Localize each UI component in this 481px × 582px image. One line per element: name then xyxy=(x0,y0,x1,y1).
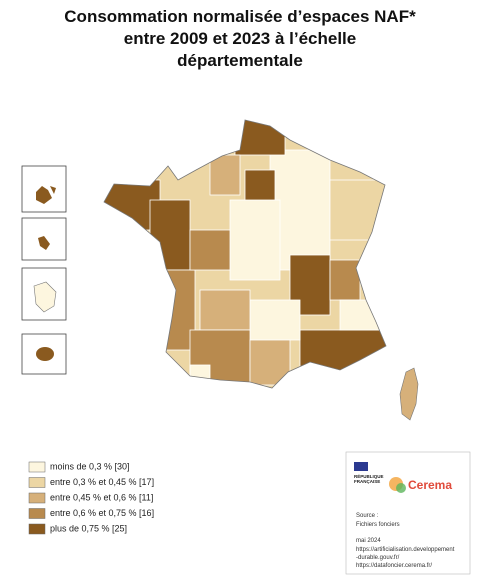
legend-swatch xyxy=(28,477,46,488)
brand-name: Cerema xyxy=(408,478,452,492)
corsica xyxy=(399,367,419,421)
title-line: entre 2009 et 2023 à l’échelle xyxy=(124,29,357,48)
legend-swatch xyxy=(28,523,46,535)
legend-swatch xyxy=(28,508,46,519)
republic-text: FRANÇAISE xyxy=(354,479,380,484)
brand-logo xyxy=(396,483,406,493)
inset-frames xyxy=(21,165,67,375)
legend-label: entre 0,6 % et 0,75 % [16] xyxy=(50,508,154,518)
guyane xyxy=(33,281,57,313)
republic-text: RÉPUBLIQUE xyxy=(354,472,384,479)
republic-logo xyxy=(354,462,368,471)
france-outline xyxy=(103,119,387,389)
reunion xyxy=(36,347,54,361)
legend-label: plus de 0,75 % [25] xyxy=(50,523,127,533)
link: https://datafoncier.cerema.fr/ xyxy=(356,563,432,569)
legend-label: entre 0,3 % et 0,45 % [17] xyxy=(50,477,154,487)
legend-label: moins de 0,3 % [30] xyxy=(50,461,130,471)
date: mai 2024 xyxy=(356,538,381,544)
title-line: départementale xyxy=(177,51,303,70)
source: Fichiers fonciers xyxy=(356,522,400,528)
legend-swatch xyxy=(28,492,46,504)
credits-box xyxy=(345,451,471,575)
martinique xyxy=(38,236,50,250)
link: https://artificialisation.developpement xyxy=(356,547,455,553)
legend: moins de 0,3 % [30] entre 0,3 % et 0,45 %… xyxy=(28,461,154,535)
legend-label: entre 0,45 % et 0,6 % [11] xyxy=(50,492,153,502)
title-line: Consommation normalisée d’espaces NAF* xyxy=(64,7,416,26)
source-label: Source : xyxy=(356,513,379,519)
link: -durable.gouv.fr/ xyxy=(356,555,400,561)
guadeloupe xyxy=(36,186,56,204)
france-map xyxy=(104,120,386,388)
legend-swatch xyxy=(28,461,46,473)
